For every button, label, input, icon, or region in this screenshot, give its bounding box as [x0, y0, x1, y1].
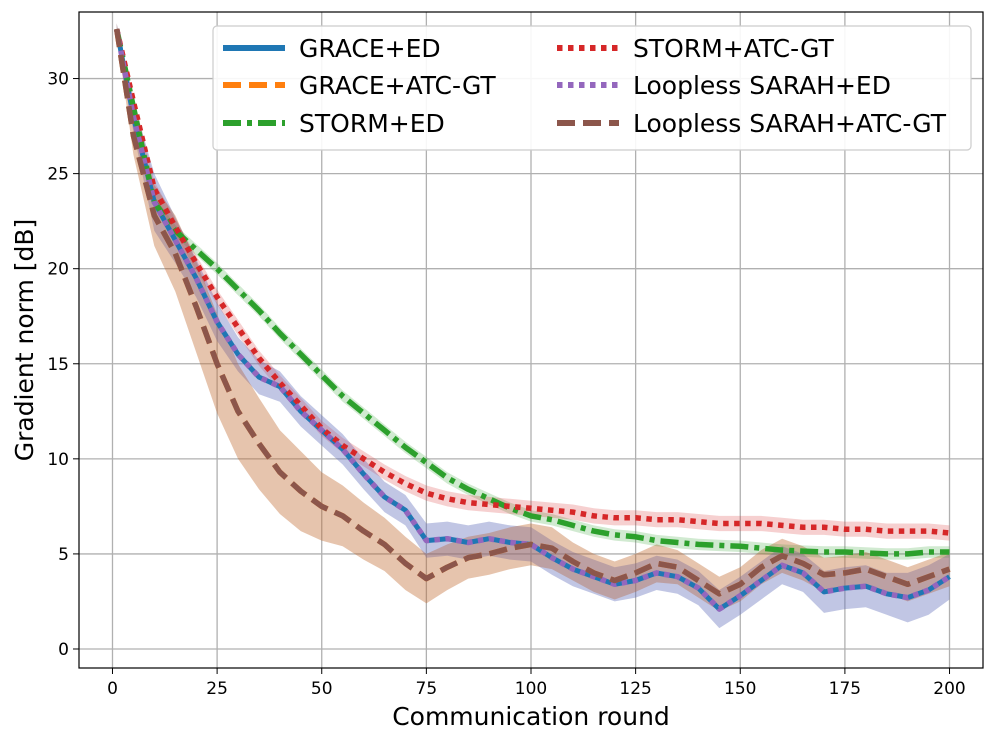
y-tick-label: 15	[47, 355, 69, 375]
legend-label-storm-ed: STORM+ED	[299, 109, 445, 138]
axis-ticks: 0 25 50 75 100 125 150 175 200 0 5 10 15 20 25 30	[47, 70, 965, 699]
x-axis-label: Communication round	[392, 702, 670, 731]
series-lines	[113, 28, 951, 612]
legend-label-loopless-sarah-atc-gt: Loopless SARAH+ATC-GT	[633, 109, 947, 138]
series-line-storm-atc-gt	[114, 28, 950, 536]
legend-label-storm-atc-gt: STORM+ATC-GT	[633, 34, 835, 63]
y-tick-label: 20	[47, 260, 69, 280]
x-tick-label: 50	[311, 679, 333, 699]
band-loopless-sarah-atc-gt	[116, 23, 950, 611]
x-tick-label: 25	[206, 679, 228, 699]
band-grace-ed	[116, 23, 950, 629]
y-tick-label: 25	[47, 165, 69, 185]
x-tick-label: 175	[829, 679, 861, 699]
x-tick-label: 200	[933, 679, 965, 699]
series-line-loopless-sarah-atc-gt	[113, 28, 951, 597]
x-tick-label: 150	[724, 679, 756, 699]
band-loopless-sarah-ed	[116, 23, 950, 629]
series-line-storm-ed	[114, 28, 950, 557]
legend-label-grace-ed: GRACE+ED	[299, 34, 441, 63]
legend-label-grace-atc-gt: GRACE+ATC-GT	[299, 71, 496, 100]
y-axis-label: Gradient norm [dB]	[10, 219, 39, 462]
y-tick-label: 0	[58, 640, 69, 660]
x-tick-label: 0	[107, 679, 118, 699]
y-tick-label: 30	[47, 70, 69, 90]
confidence-bands	[116, 23, 950, 629]
y-tick-label: 5	[58, 545, 69, 565]
x-tick-label: 75	[416, 679, 438, 699]
x-tick-label: 100	[515, 679, 547, 699]
y-tick-label: 10	[47, 450, 69, 470]
legend-label-loopless-sarah-ed: Loopless SARAH+ED	[633, 71, 891, 100]
x-tick-label: 125	[619, 679, 651, 699]
band-grace-atc-gt	[116, 23, 950, 611]
legend: GRACE+ED GRACE+ATC-GT STORM+ED STORM+ATC-GT…	[212, 25, 972, 151]
